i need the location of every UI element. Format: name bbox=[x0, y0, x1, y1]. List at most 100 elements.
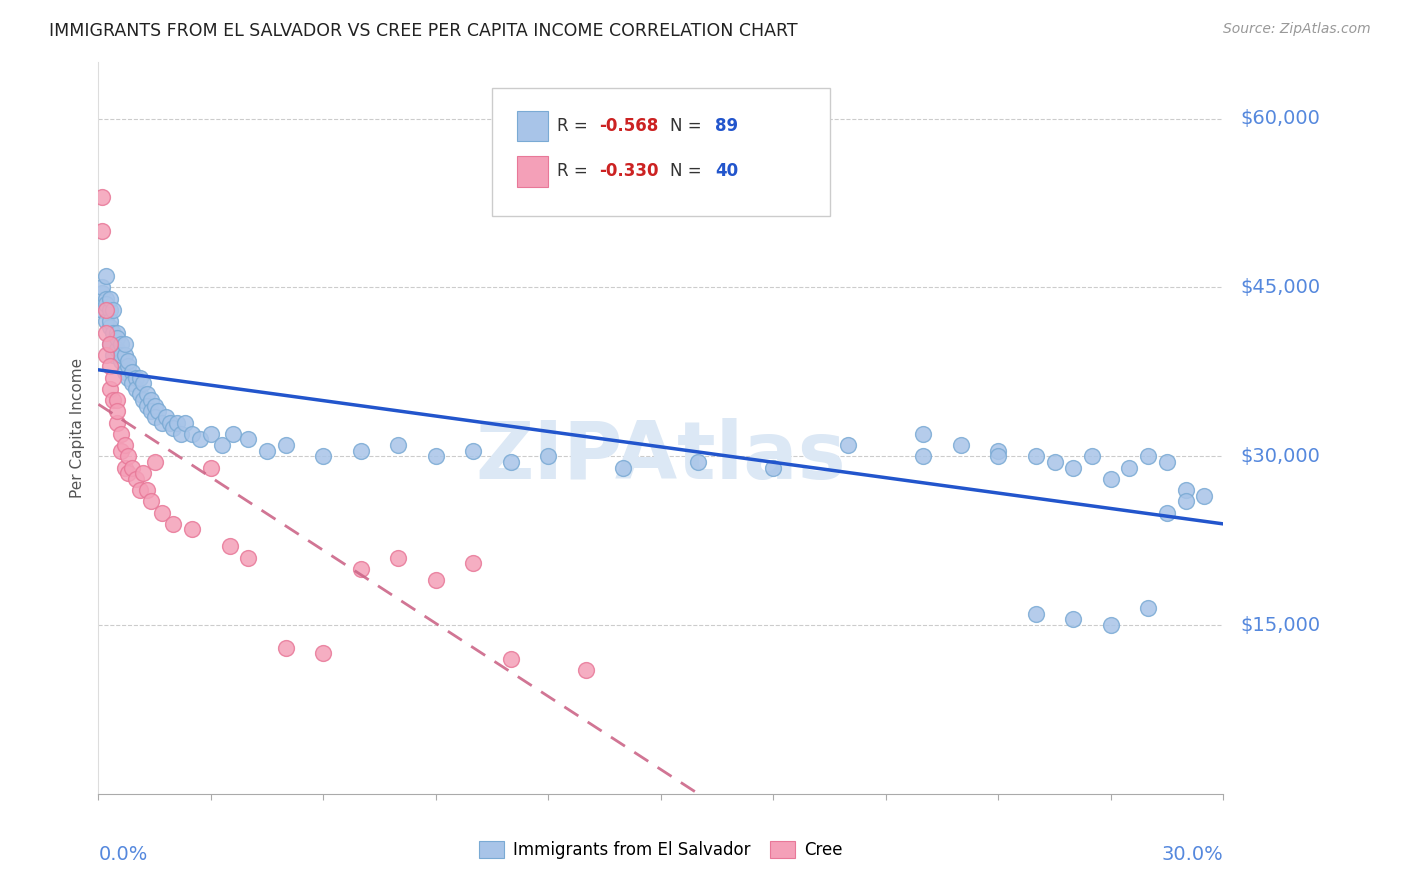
Point bbox=[159, 416, 181, 430]
Point bbox=[98, 319, 121, 334]
Point bbox=[162, 516, 184, 531]
Text: 40: 40 bbox=[714, 162, 738, 180]
Point bbox=[105, 343, 128, 357]
Point bbox=[132, 392, 155, 407]
Point bbox=[1137, 601, 1160, 615]
Point bbox=[350, 443, 373, 458]
Point bbox=[94, 314, 117, 328]
Point bbox=[181, 426, 204, 441]
Point bbox=[499, 652, 522, 666]
Point bbox=[200, 460, 222, 475]
Point bbox=[463, 443, 485, 458]
Point bbox=[837, 438, 859, 452]
Point bbox=[121, 365, 143, 379]
Point bbox=[98, 292, 121, 306]
Y-axis label: Per Capita Income: Per Capita Income bbox=[70, 358, 86, 499]
Point bbox=[575, 663, 598, 677]
Point bbox=[105, 416, 128, 430]
Point bbox=[150, 416, 173, 430]
Point bbox=[148, 404, 170, 418]
Point bbox=[98, 303, 121, 318]
Point bbox=[274, 438, 297, 452]
Point bbox=[143, 455, 166, 469]
Point bbox=[103, 303, 125, 318]
Point bbox=[94, 297, 117, 311]
Point bbox=[1118, 460, 1140, 475]
Point bbox=[139, 494, 162, 508]
Text: $15,000: $15,000 bbox=[1240, 615, 1320, 634]
Point bbox=[91, 280, 114, 294]
Text: R =: R = bbox=[557, 162, 593, 180]
Point bbox=[139, 392, 162, 407]
Text: N =: N = bbox=[669, 162, 707, 180]
Point bbox=[105, 331, 128, 345]
Point bbox=[1194, 489, 1216, 503]
Point bbox=[105, 404, 128, 418]
Point bbox=[110, 426, 132, 441]
Point bbox=[98, 336, 121, 351]
Point bbox=[91, 286, 114, 301]
Point bbox=[91, 224, 114, 238]
Text: IMMIGRANTS FROM EL SALVADOR VS CREE PER CAPITA INCOME CORRELATION CHART: IMMIGRANTS FROM EL SALVADOR VS CREE PER … bbox=[49, 22, 797, 40]
Point bbox=[181, 523, 204, 537]
Text: N =: N = bbox=[669, 117, 707, 135]
Point bbox=[612, 460, 634, 475]
Point bbox=[1062, 612, 1084, 626]
Point bbox=[1137, 450, 1160, 464]
Point bbox=[117, 450, 139, 464]
Point bbox=[312, 450, 335, 464]
Point bbox=[110, 443, 132, 458]
Point bbox=[912, 426, 935, 441]
Point bbox=[1174, 494, 1197, 508]
Point bbox=[98, 359, 121, 374]
FancyBboxPatch shape bbox=[492, 88, 830, 216]
Point bbox=[987, 443, 1010, 458]
Point bbox=[136, 483, 159, 497]
Point bbox=[1062, 460, 1084, 475]
Point bbox=[117, 466, 139, 480]
Point bbox=[912, 450, 935, 464]
Point bbox=[274, 640, 297, 655]
Text: 0.0%: 0.0% bbox=[98, 845, 148, 864]
Point bbox=[150, 506, 173, 520]
Point bbox=[499, 455, 522, 469]
Text: -0.568: -0.568 bbox=[599, 117, 658, 135]
Point bbox=[110, 348, 132, 362]
Text: -0.330: -0.330 bbox=[599, 162, 658, 180]
Point bbox=[117, 370, 139, 384]
Point bbox=[312, 646, 335, 660]
Point bbox=[128, 370, 150, 384]
Point bbox=[350, 562, 373, 576]
Point bbox=[128, 483, 150, 497]
Point bbox=[110, 336, 132, 351]
Text: $45,000: $45,000 bbox=[1240, 278, 1320, 297]
Point bbox=[98, 314, 121, 328]
Point bbox=[173, 416, 195, 430]
Point bbox=[91, 190, 114, 204]
Point bbox=[166, 416, 188, 430]
Text: ZIPAtlas: ZIPAtlas bbox=[475, 418, 846, 497]
Point bbox=[256, 443, 278, 458]
FancyBboxPatch shape bbox=[517, 156, 548, 186]
Point bbox=[463, 556, 485, 570]
Point bbox=[125, 382, 148, 396]
Point bbox=[987, 450, 1010, 464]
Point bbox=[949, 438, 972, 452]
Point bbox=[238, 433, 260, 447]
Point bbox=[98, 336, 121, 351]
Point bbox=[114, 365, 136, 379]
Point bbox=[117, 359, 139, 374]
Point bbox=[98, 382, 121, 396]
Point bbox=[143, 409, 166, 424]
Point bbox=[94, 326, 117, 340]
Point bbox=[1156, 455, 1178, 469]
Point bbox=[121, 376, 143, 391]
Point bbox=[425, 573, 447, 587]
FancyBboxPatch shape bbox=[517, 111, 548, 142]
Point bbox=[125, 472, 148, 486]
Point bbox=[762, 460, 785, 475]
Point bbox=[537, 450, 560, 464]
Text: 30.0%: 30.0% bbox=[1161, 845, 1223, 864]
Point bbox=[91, 303, 114, 318]
Point bbox=[1156, 506, 1178, 520]
